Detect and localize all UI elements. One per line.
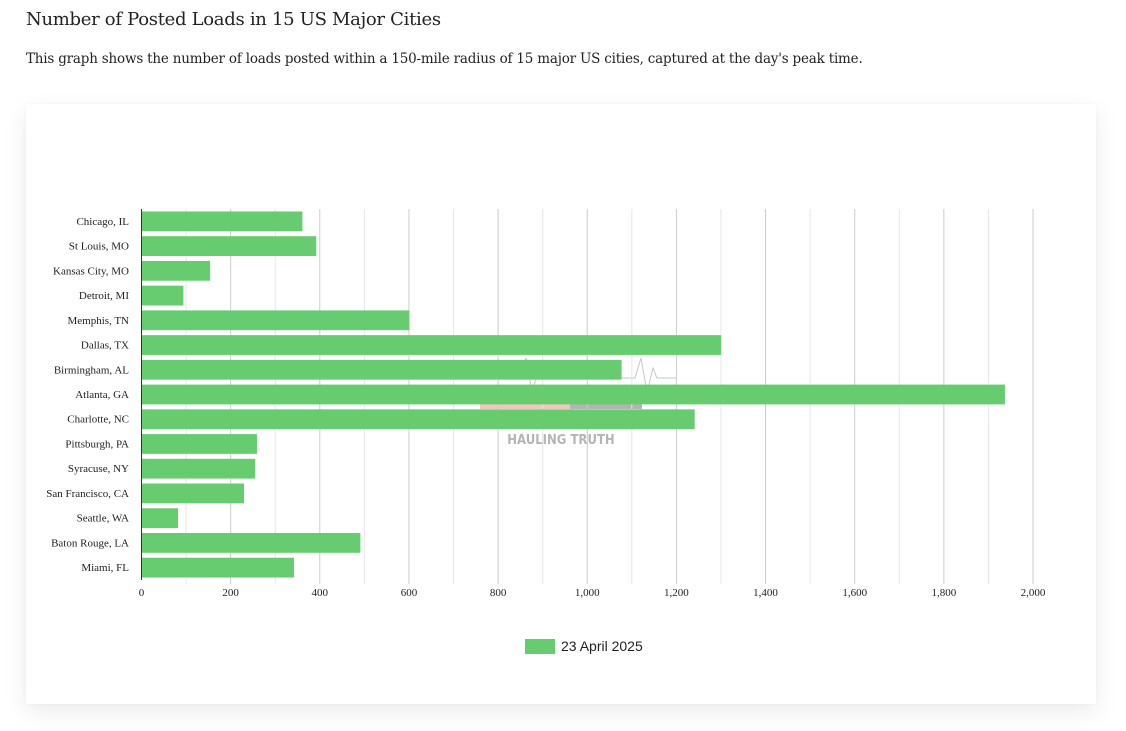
x-tick-label: 0 [139, 587, 145, 599]
legend-swatch [525, 638, 555, 654]
x-tick-label: 1,400 [753, 587, 778, 599]
bar[interactable] [142, 310, 410, 331]
bar[interactable] [142, 236, 317, 256]
bar[interactable] [142, 384, 1005, 405]
y-category-label: San Francisco, CA [46, 488, 129, 500]
bar[interactable] [142, 434, 257, 454]
bar[interactable] [142, 211, 303, 232]
bar[interactable] [142, 483, 245, 504]
watermark-text: HAULING TRUTH [507, 433, 614, 448]
y-category-label: Kansas City, MO [53, 265, 129, 277]
x-tick-label: 2,000 [1021, 587, 1046, 599]
page-title: Number of Posted Loads in 15 US Major Ci… [26, 9, 441, 30]
bar[interactable] [142, 409, 695, 430]
bar[interactable] [142, 260, 211, 281]
y-category-label: St Louis, MO [69, 241, 129, 253]
x-tick-label: 1,800 [931, 587, 956, 599]
y-category-label: Seattle, WA [77, 513, 129, 525]
x-tick-label: 400 [312, 587, 329, 599]
legend-label: 23 April 2025 [561, 638, 643, 654]
bar[interactable] [142, 335, 721, 355]
y-category-label: Birmingham, AL [54, 364, 129, 376]
x-tick-label: 1,600 [842, 587, 867, 599]
x-tick-label: 200 [222, 587, 239, 599]
y-category-label: Detroit, MI [79, 290, 129, 302]
y-category-label: Miami, FL [81, 562, 129, 574]
bar[interactable] [142, 533, 361, 553]
page-subtitle: This graph shows the number of loads pos… [26, 51, 863, 67]
x-tick-label: 1,200 [664, 587, 689, 599]
y-category-label: Memphis, TN [67, 315, 129, 327]
bar[interactable] [142, 285, 184, 306]
y-category-label: Pittsburgh, PA [65, 438, 129, 450]
bar[interactable] [142, 359, 622, 380]
y-category-label: Chicago, IL [76, 216, 129, 228]
x-tick-label: 1,000 [575, 587, 600, 599]
bar[interactable] [142, 508, 179, 529]
y-category-label: Atlanta, GA [75, 389, 129, 401]
bar[interactable] [142, 557, 294, 578]
y-category-label: Charlotte, NC [67, 414, 129, 426]
y-category-label: Dallas, TX [81, 340, 129, 352]
x-tick-label: 800 [490, 587, 507, 599]
x-tick-label: 600 [401, 587, 418, 599]
legend[interactable]: 23 April 2025 [525, 638, 643, 654]
y-category-label: Baton Rouge, LA [51, 537, 129, 549]
y-category-label: Syracuse, NY [68, 463, 129, 475]
bar[interactable] [142, 458, 256, 479]
